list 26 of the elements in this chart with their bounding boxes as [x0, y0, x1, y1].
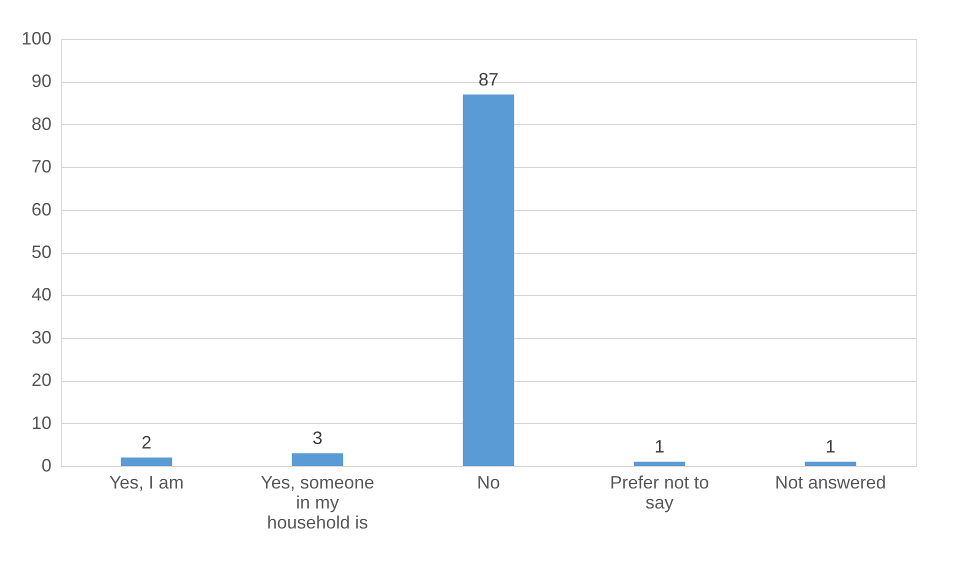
y-tick-label: 0 [41, 456, 52, 476]
bar [804, 462, 856, 466]
bar [462, 94, 514, 466]
y-tick-label: 60 [31, 199, 52, 220]
y-tick-label: 90 [31, 71, 52, 92]
y-tick-label: 100 [21, 28, 52, 48]
x-tick-label: Yes, I am [109, 472, 184, 492]
data-label: 87 [478, 70, 499, 90]
bar [634, 462, 686, 466]
x-tick-label: Yes, someone in my household is [260, 472, 374, 532]
y-tick-label: 70 [31, 156, 52, 177]
y-tick-label: 50 [31, 242, 52, 262]
bar [120, 457, 172, 466]
bar [292, 453, 344, 466]
y-tick-label: 80 [31, 114, 52, 134]
x-tick-label: Not answered [774, 472, 886, 492]
x-tick-label: No [476, 472, 500, 492]
y-tick-label: 20 [31, 370, 52, 390]
y-tick-label: 10 [31, 412, 52, 433]
data-label: 2 [141, 432, 152, 452]
y-tick-label: 40 [31, 284, 52, 305]
data-label: 1 [654, 436, 665, 457]
y-tick-label: 30 [31, 327, 52, 348]
x-tick-label: Prefer not to say [610, 472, 710, 512]
data-label: 3 [312, 428, 323, 448]
data-label: 1 [825, 436, 836, 457]
